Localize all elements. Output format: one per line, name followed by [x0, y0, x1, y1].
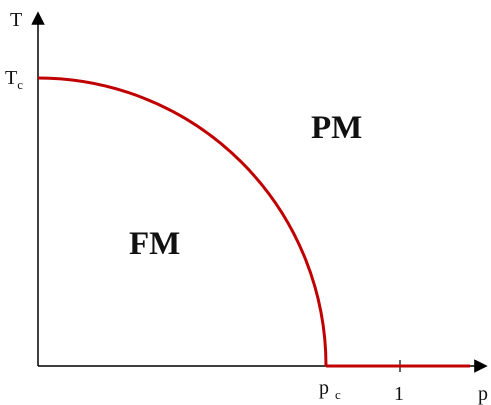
pc-label-sub: c: [335, 387, 341, 402]
phase-boundary-curve: [37, 76, 328, 367]
tc-label-sub: c: [17, 77, 23, 92]
region-label-fm: FM: [129, 226, 180, 262]
region-label-pm: PM: [311, 110, 362, 146]
y-axis-label: T: [10, 9, 22, 31]
tick-label-one: 1: [394, 383, 404, 405]
tc-label-main: T: [5, 67, 17, 89]
x-axis-label: p: [478, 383, 488, 405]
tc-label: Tc: [5, 67, 23, 92]
pc-label-main: p: [319, 377, 329, 399]
